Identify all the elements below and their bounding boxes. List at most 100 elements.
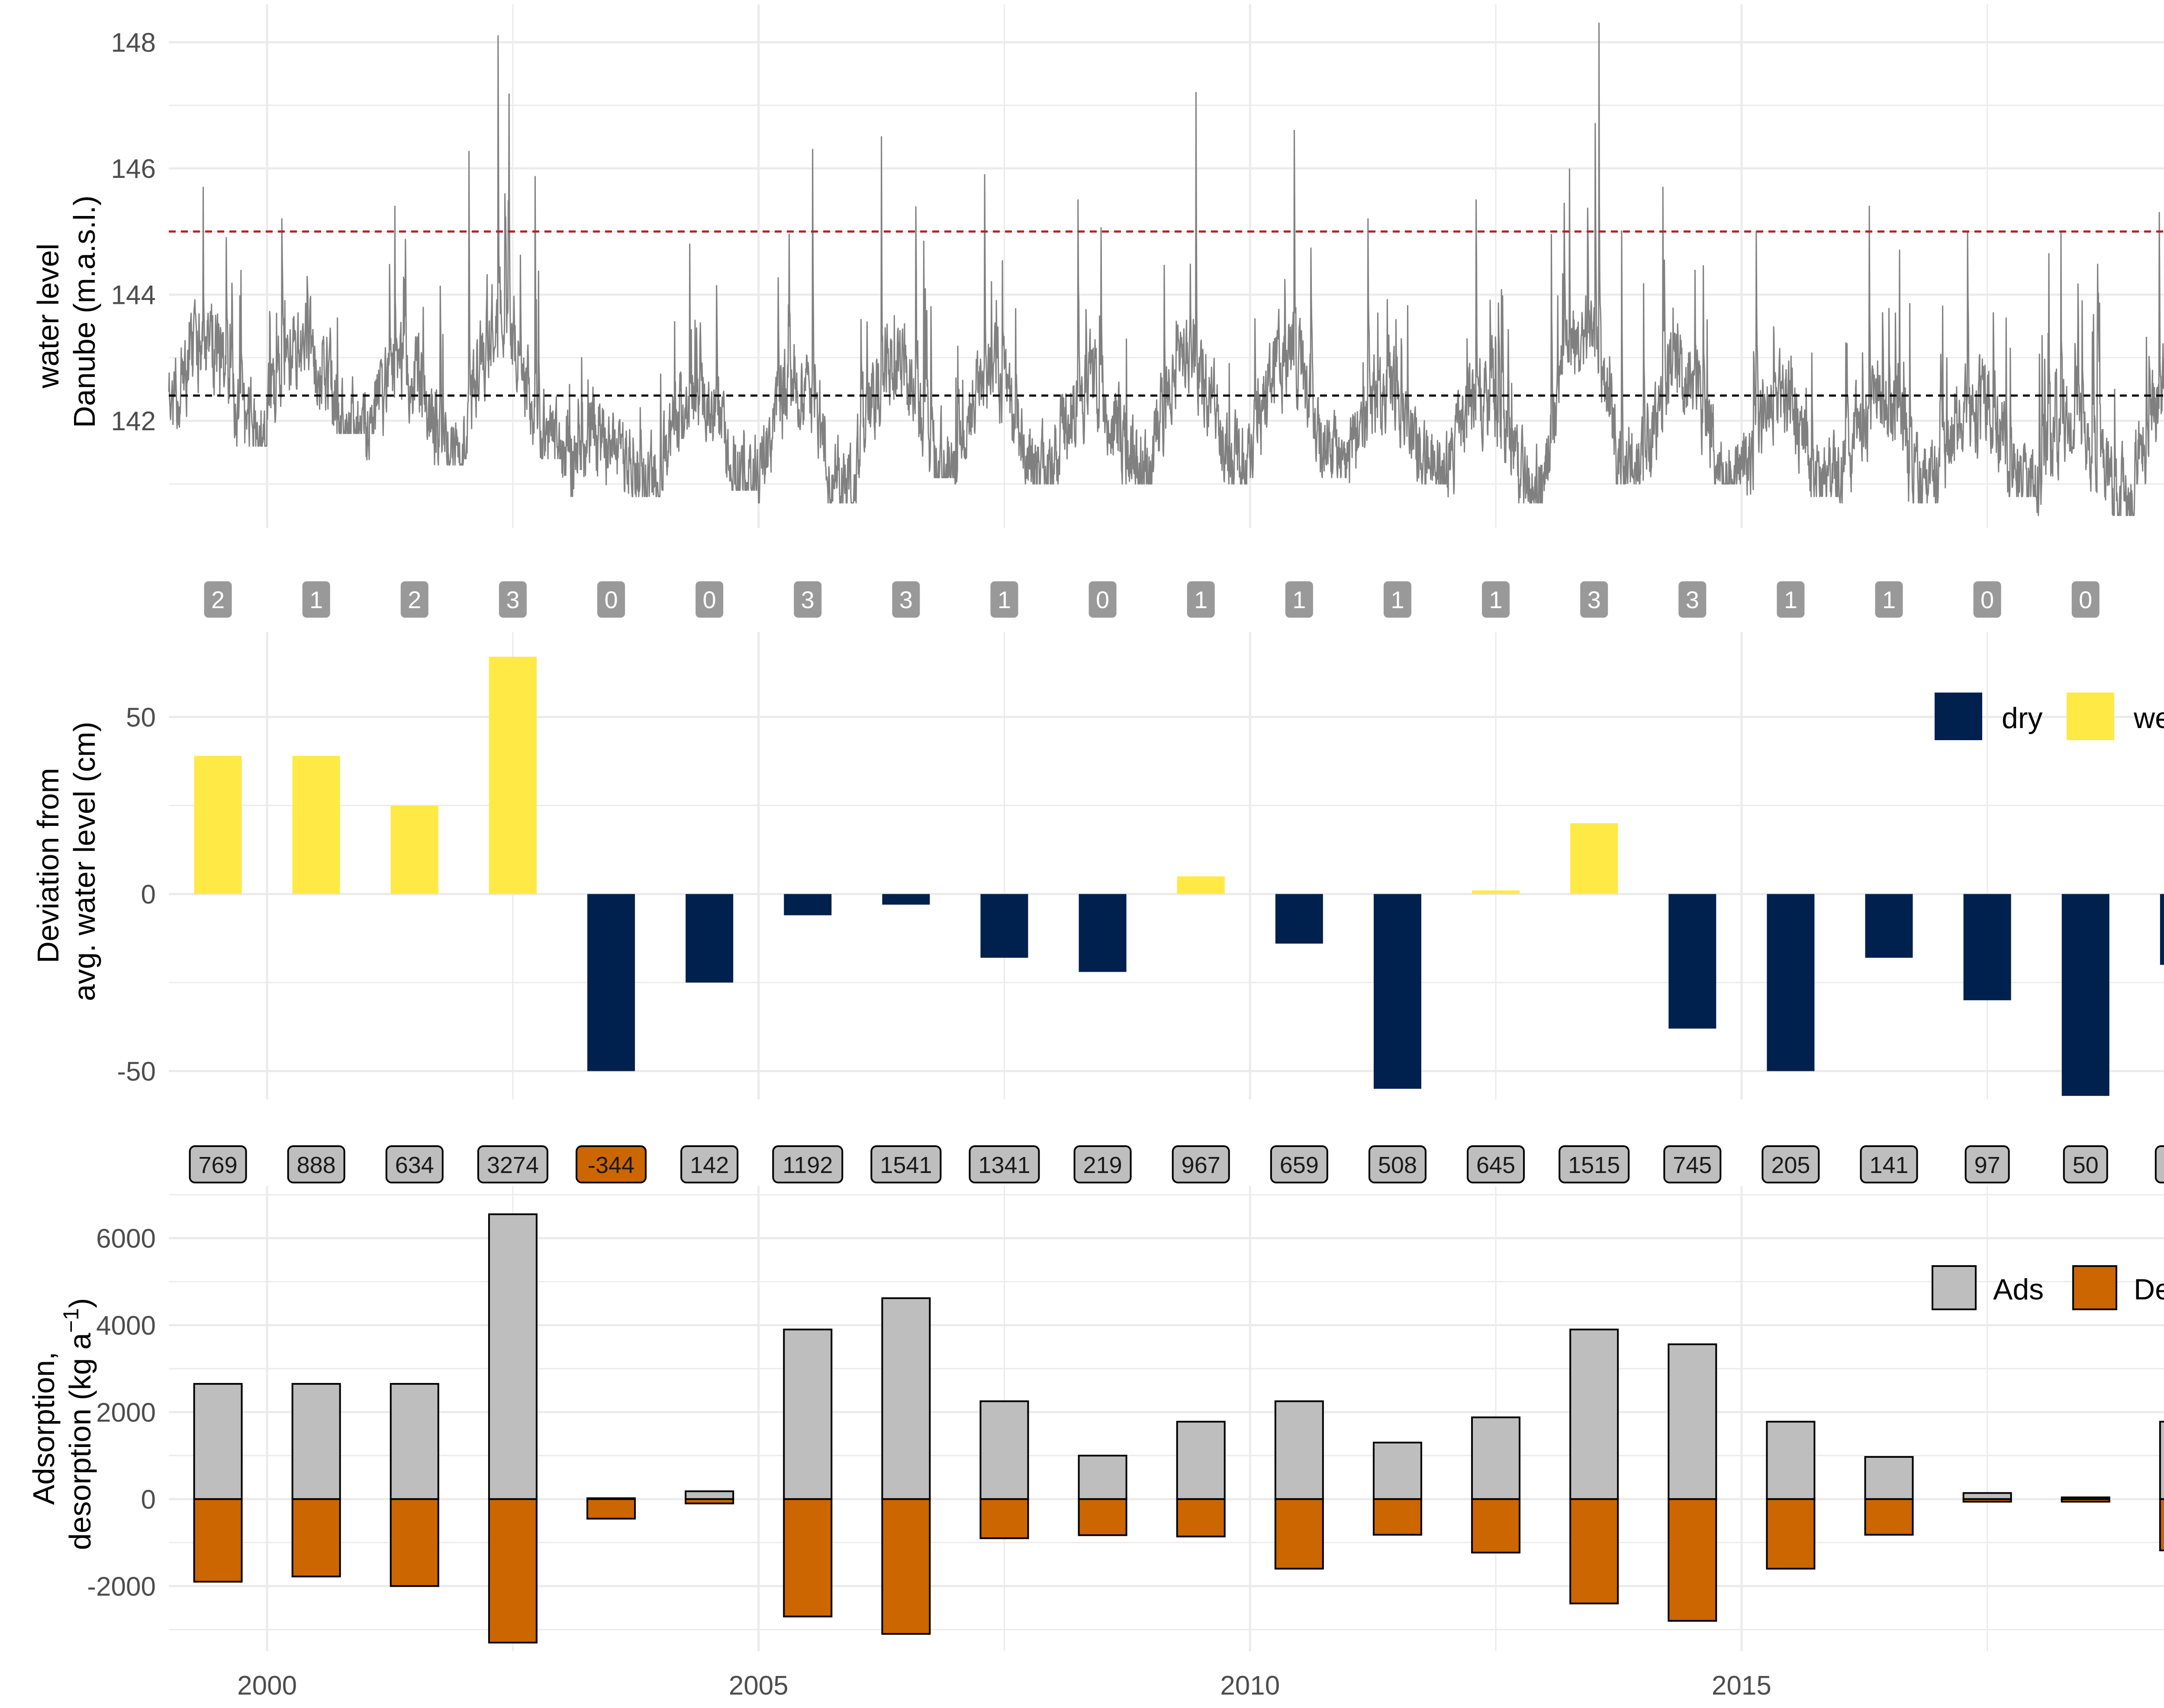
panel3-y-label-line2: desorption (kg a−1) [59, 1298, 97, 1550]
value-badge [680, 1145, 739, 1183]
adsorption-bar [783, 1328, 833, 1500]
adsorption-bar [1668, 1343, 1717, 1500]
desorption-bar [1176, 1498, 1226, 1537]
deviation-bar [1275, 894, 1323, 944]
panel3-y-label-line1: Adsorption, [27, 1352, 61, 1505]
value-badge-label: 97 [1974, 1152, 2000, 1178]
adsorption-bar [2159, 1421, 2164, 1500]
panel3-y-label-line2-text: desorption (kg a [63, 1333, 97, 1550]
y-tick-label: 4000 [96, 1311, 156, 1341]
y-tick-label: 146 [111, 154, 156, 184]
count-badge [1973, 581, 2001, 618]
desorption-bar [2061, 1498, 2110, 1503]
count-badge-label: 0 [604, 586, 618, 613]
count-badge-label: 0 [2079, 586, 2092, 613]
count-badge-label: 2 [408, 586, 421, 613]
count-badge [696, 581, 724, 618]
deviation-bar [587, 894, 635, 1071]
count-badge-label: 1 [1292, 586, 1306, 613]
count-badge [1088, 581, 1117, 618]
value-badge [1368, 1145, 1427, 1183]
panel2-y-axis-label: Deviation from avg. water level (cm) [31, 722, 101, 1001]
deviation-bar [882, 894, 930, 905]
value-badge [1172, 1145, 1230, 1183]
value-badge-label: 1341 [978, 1152, 1030, 1178]
panel3-y-label-close: ) [63, 1298, 97, 1308]
y-tick-label: 50 [126, 703, 156, 732]
deviation-bar [784, 894, 832, 915]
value-badge-label: 745 [1673, 1152, 1712, 1178]
x-tick-label: 2010 [1220, 1671, 1280, 1701]
count-badge-label: 2 [211, 586, 225, 613]
count-badge-label: 3 [1588, 586, 1601, 613]
count-badge [1777, 581, 1805, 618]
desorption-bar [1372, 1498, 1422, 1536]
value-badge [287, 1145, 345, 1183]
y-tick-label: 142 [111, 406, 156, 436]
value-badge-label: 219 [1083, 1152, 1122, 1178]
count-badge [794, 581, 822, 618]
water-level-panel: 142 144 146 148 water level Danube (m.a.s.l… [31, 4, 2164, 528]
panel1-y-label-line1: water level [31, 243, 65, 389]
panel3-y-axis-label: Adsorption, desorption (kg a−1) [27, 1298, 97, 1550]
legend-key-wet [2067, 693, 2114, 740]
y-tick-label: 148 [111, 28, 156, 58]
panel3-value-badges: 769 888 634 3274 -344 142 1192 1541 1341 219 967 65… [189, 1145, 2164, 1183]
value-badge [772, 1145, 844, 1183]
value-badge-label: 1541 [880, 1152, 932, 1178]
value-badge-label: 50 [2073, 1152, 2099, 1178]
desorption-bar [488, 1498, 538, 1644]
deviation-legend: dry wet [1935, 693, 2164, 740]
value-badge-label: 508 [1378, 1152, 1417, 1178]
adsorption-bar [1766, 1421, 1816, 1500]
y-tick-label: -50 [117, 1057, 156, 1087]
value-badge-label: 1515 [1568, 1152, 1620, 1178]
deviation-bar [489, 657, 537, 894]
value-badge [1073, 1145, 1132, 1183]
y-tick-label: 2000 [96, 1398, 156, 1428]
adsorption-bar [1962, 1492, 2012, 1500]
desorption-bar [2159, 1498, 2164, 1551]
value-badge [1559, 1145, 1630, 1183]
water-level-series-line [168, 23, 2164, 516]
count-badge-label: 0 [1980, 586, 1994, 613]
adsorption-bar [1274, 1400, 1324, 1500]
value-badge [1467, 1145, 1525, 1183]
count-badge-label: 3 [801, 586, 815, 613]
adsorption-bar [979, 1400, 1029, 1500]
legend-label-dry: dry [2002, 702, 2042, 735]
value-badge-label: 205 [1771, 1152, 1810, 1178]
count-badge [302, 581, 330, 618]
value-badge [969, 1145, 1040, 1183]
desorption-bar [1962, 1498, 2012, 1503]
adsorption-bar [1372, 1441, 1422, 1500]
deviation-bar [1177, 876, 1225, 894]
desorption-bar [881, 1498, 931, 1635]
y-tick-label: 0 [141, 1485, 156, 1515]
panel1-y-axis-label: water level Danube (m.a.s.l.) [31, 196, 101, 428]
desorption-bar [1274, 1498, 1324, 1570]
adsorption-bar [881, 1297, 931, 1500]
count-badge [1678, 581, 1707, 618]
count-badge-label: 1 [1391, 586, 1404, 613]
panel2-y-label-line2: avg. water level (cm) [68, 722, 101, 1001]
deviation-bar [1373, 894, 1421, 1089]
adsorption-bar [685, 1490, 734, 1500]
adsorption-bar [488, 1213, 538, 1500]
value-badge [2063, 1145, 2108, 1183]
adsorption-bar [1864, 1456, 1914, 1500]
desorption-bar [1078, 1498, 1127, 1536]
y-tick-label: 6000 [96, 1224, 156, 1254]
value-badge [385, 1145, 444, 1183]
desorption-bar [1569, 1498, 1619, 1605]
deviation-bar [1570, 823, 1618, 894]
legend-key-ads [1932, 1265, 1977, 1310]
deviation-bar [2160, 894, 2164, 965]
value-badge-label: 1192 [783, 1152, 833, 1178]
x-tick-label: 2000 [237, 1671, 297, 1701]
desorption-bar [1864, 1498, 1914, 1536]
desorption-bar [783, 1498, 833, 1618]
desorption-bar [1766, 1498, 1816, 1570]
adsorption-panel: -2000 0 2000 4000 6000 769 888 634 3274 -344 142 1… [27, 1145, 2164, 1651]
desorption-bar [586, 1498, 636, 1520]
